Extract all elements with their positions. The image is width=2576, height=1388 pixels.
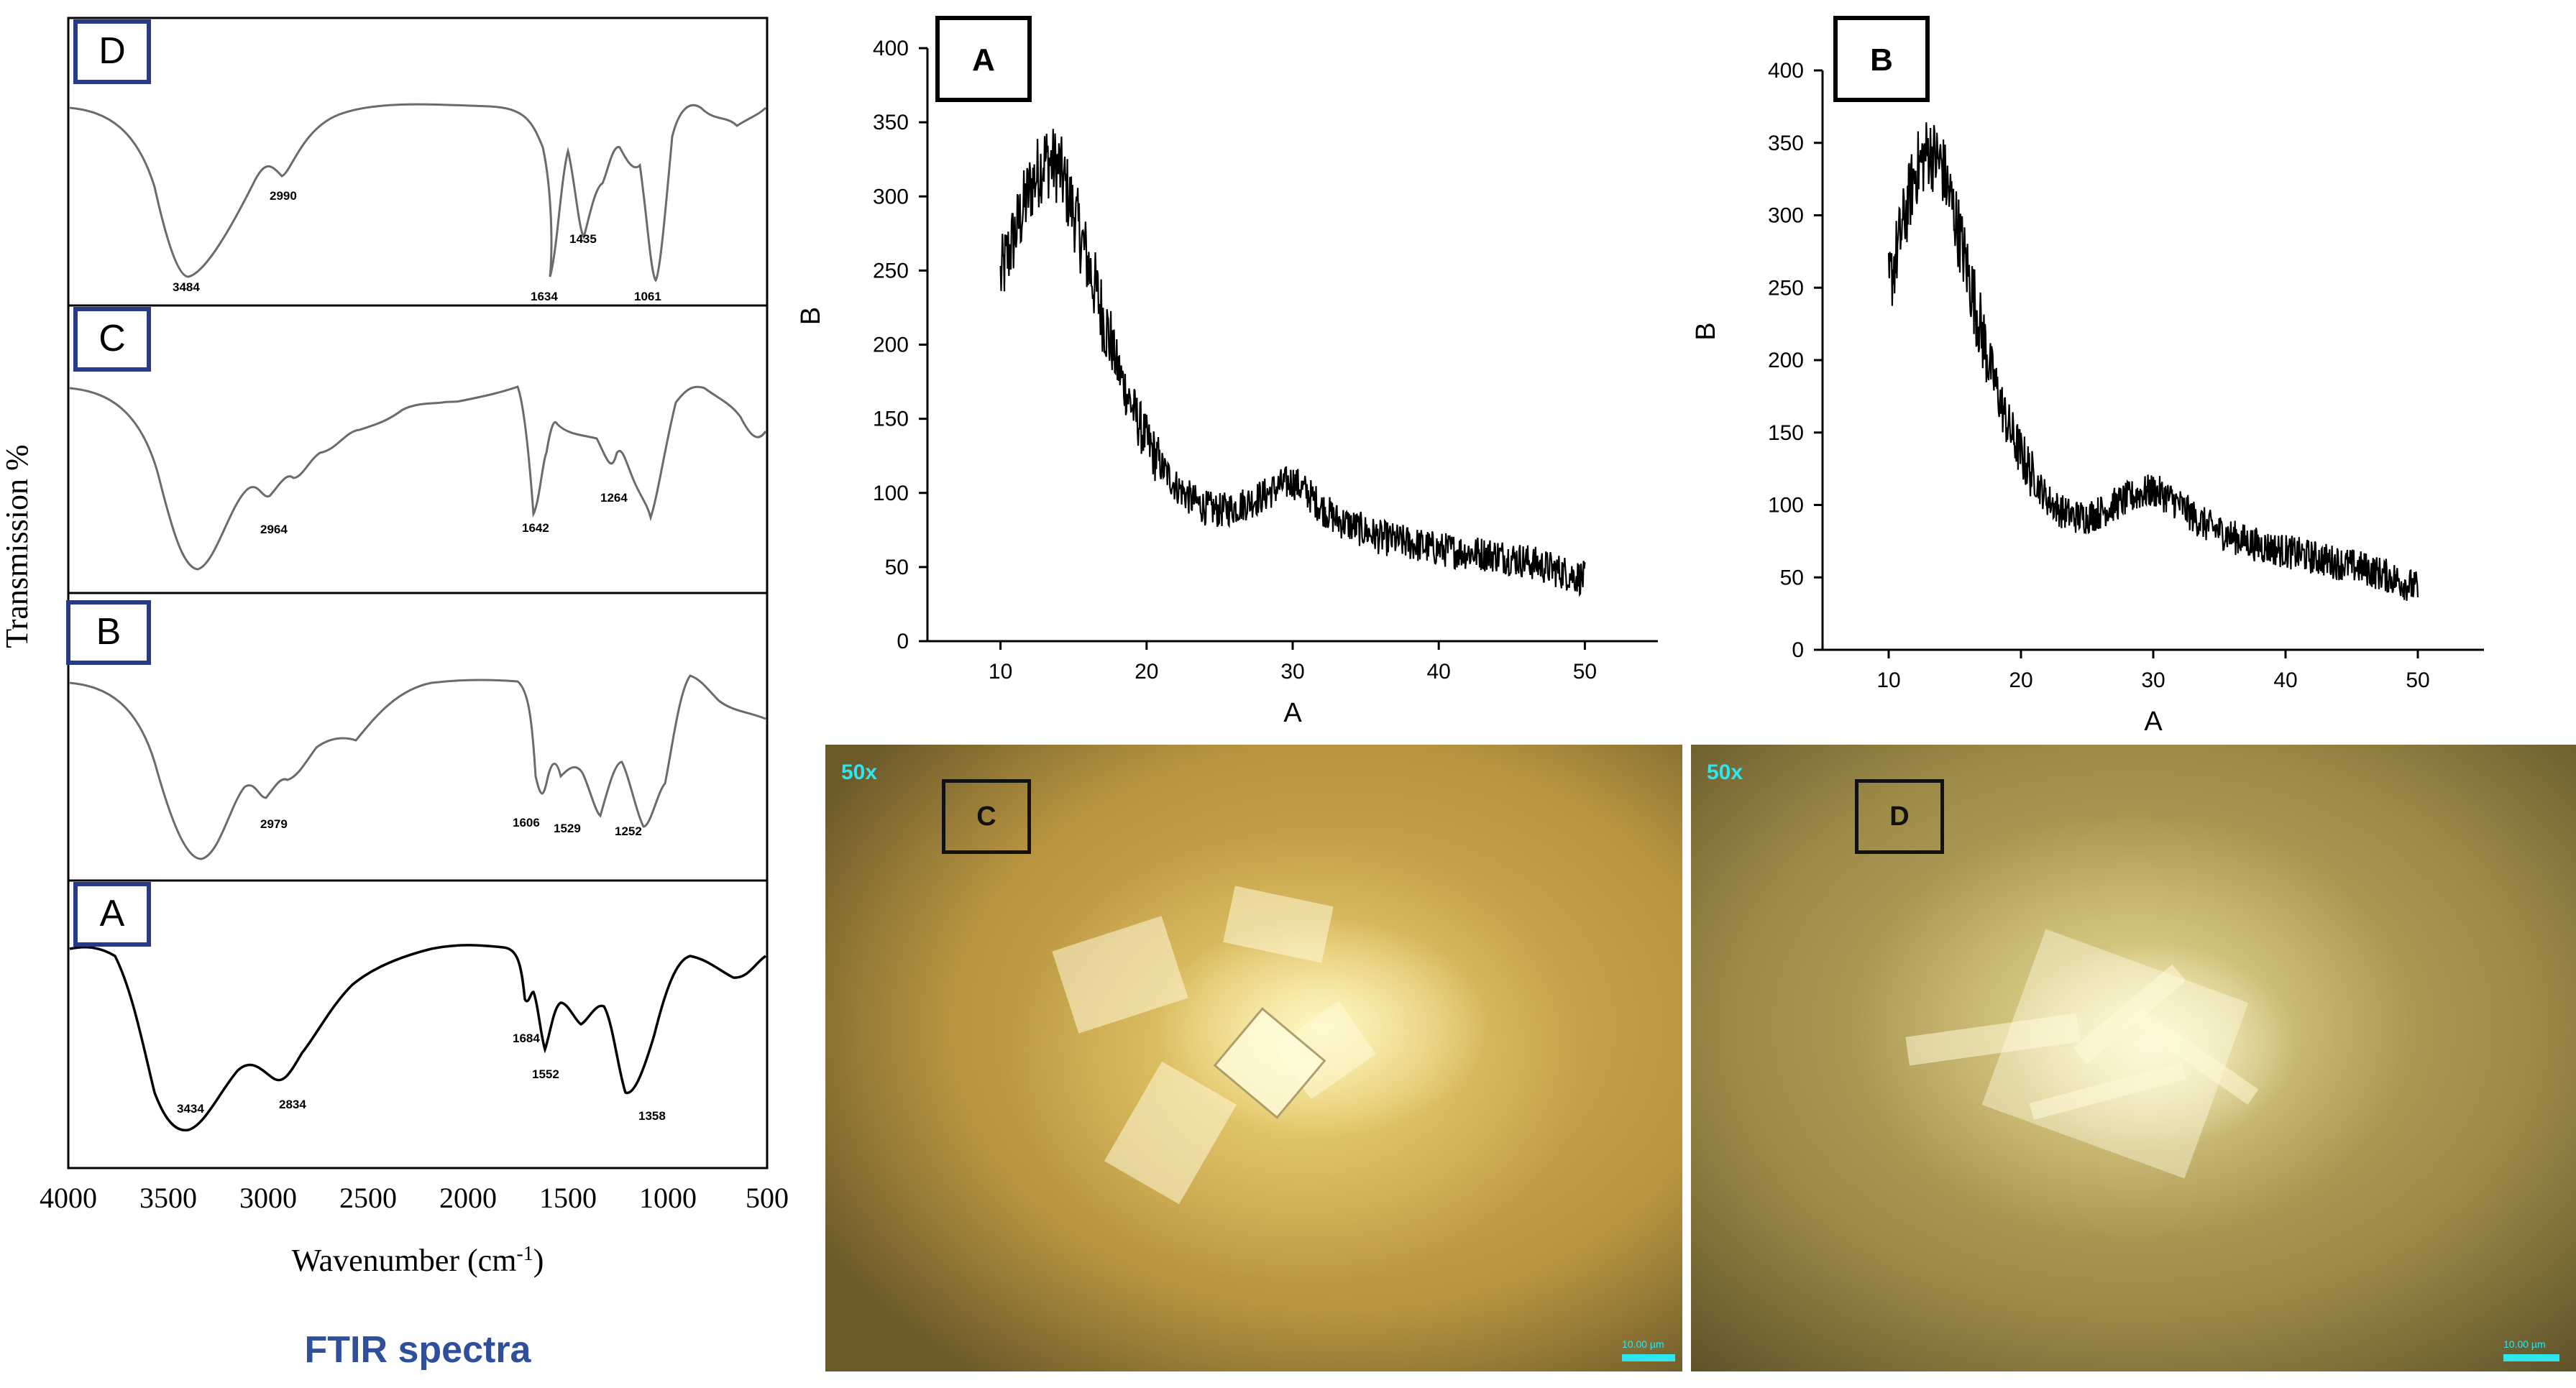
y-tick-label: 100 [1768, 494, 1804, 518]
ftir-ylabel: Transmission % [0, 444, 35, 648]
ftir-spectrum-a [69, 944, 767, 1132]
chart-label-box [935, 16, 1032, 102]
peak-label: 1684 [513, 1031, 540, 1045]
x-axis-label: A [1283, 698, 1302, 728]
ftir-panel-d-frame [67, 17, 769, 307]
ftir-xtick: 2500 [339, 1182, 397, 1214]
ftir-title: FTIR spectra [305, 1329, 532, 1371]
x-tick-label: 10 [1876, 668, 1900, 692]
x-tick-label: 50 [2406, 668, 2429, 692]
scale-bar [2503, 1354, 2559, 1361]
y-tick-label: 300 [873, 185, 909, 208]
xrd-chart-a: 10 20 30 40 50 0 50 100 150 200 250 300 350 400 A B A [796, 16, 1658, 728]
x-tick-label: 30 [2141, 668, 2165, 692]
y-tick-label: 50 [885, 556, 909, 579]
ftir-spectrum-d [69, 103, 767, 282]
micrograph-d: 50x D 10.00 µm [1691, 745, 2576, 1371]
y-axis-label: B [1691, 322, 1721, 340]
ftir-xtick: 500 [746, 1182, 789, 1214]
y-tick-label: 150 [1768, 421, 1804, 445]
magnification-label: 50x [1707, 760, 1743, 784]
chart-panel-label: B [1870, 42, 1893, 78]
ftir-spectrum-b [69, 674, 766, 860]
y-tick-label: 0 [897, 630, 909, 653]
y-tick-label: 250 [873, 259, 909, 282]
peak-label: 1358 [638, 1109, 666, 1123]
scale-text: 10.00 µm [2503, 1338, 2546, 1350]
y-tick-label: 350 [873, 111, 909, 134]
scale-bar [1622, 1354, 1675, 1361]
y-tick-label: 250 [1768, 276, 1804, 300]
photo-label-d: D [1855, 779, 1944, 854]
peak-label: 1606 [513, 816, 540, 829]
ftir-panel-labels: D C B A [66, 19, 151, 947]
panel-label-a: A [100, 893, 125, 934]
peak-label: 3484 [173, 280, 200, 294]
xrd-series-line [999, 129, 1586, 597]
peak-label: 1552 [532, 1067, 559, 1081]
ftir-xtick: 1000 [639, 1182, 697, 1214]
ftir-spectrum-c [69, 385, 767, 571]
ftir-x-axis: 4000 3500 3000 2500 2000 1500 1000 500 [40, 1167, 789, 1214]
y-tick-label: 0 [1792, 638, 1804, 662]
ftir-xtick: 2000 [439, 1182, 497, 1214]
peak-label: 2979 [260, 817, 288, 831]
ftir-peak-labels: 3484 2990 1634 1435 1061 2964 1642 1264 … [173, 189, 666, 1123]
x-tick-label: 30 [1280, 660, 1304, 684]
peak-label: 2834 [279, 1098, 306, 1111]
peak-label: 1435 [569, 232, 597, 246]
micrograph-c: 50x C 10.00 µm [825, 745, 1682, 1371]
y-axis-label: B [796, 307, 826, 325]
y-tick-label: 200 [873, 334, 909, 357]
chart-label-box [1833, 16, 1930, 102]
ftir-xtick: 3000 [239, 1182, 297, 1214]
ftir-panel-c-frame [67, 304, 769, 594]
x-axis-label: A [2144, 707, 2163, 737]
x-tick-label: 20 [1135, 660, 1158, 684]
scale-text: 10.00 µm [1622, 1338, 1664, 1350]
chart-panel-label: A [972, 42, 995, 78]
ftir-xlabel: Wavenumber (cm-1) [292, 1243, 544, 1279]
y-tick-label: 200 [1768, 349, 1804, 372]
y-tick-label: 400 [873, 37, 909, 60]
y-tick-label: 400 [1768, 59, 1804, 83]
x-tick-label: 10 [989, 660, 1012, 684]
x-tick-label: 20 [2009, 668, 2032, 692]
peak-label: 1634 [531, 290, 558, 303]
magnification-label: 50x [841, 760, 878, 784]
xrd-series-line [1887, 122, 2419, 601]
panel-label-b: B [96, 611, 122, 653]
peak-label: 3434 [177, 1102, 204, 1116]
y-tick-label: 100 [873, 482, 909, 505]
x-tick-label: 50 [1573, 660, 1597, 684]
xrd-chart-b: 10 20 30 40 50 0 50 100 150 200 250 300 350 400 A B B [1691, 16, 2484, 737]
peak-label: 1061 [634, 290, 661, 303]
ftir-xtick: 4000 [40, 1182, 97, 1214]
y-tick-label: 350 [1768, 132, 1804, 155]
panel-label-d: D [98, 30, 126, 72]
peak-label: 1252 [615, 824, 642, 838]
x-tick-label: 40 [2273, 668, 2297, 692]
peak-label: 1264 [600, 491, 628, 505]
peak-label: 1529 [554, 822, 581, 835]
y-tick-label: 150 [873, 408, 909, 431]
panel-label-c: C [98, 318, 126, 359]
ftir-xtick: 3500 [139, 1182, 197, 1214]
y-tick-label: 50 [1780, 566, 1804, 589]
ftir-panels [67, 17, 769, 1169]
peak-label: 2964 [260, 523, 288, 536]
peak-label: 2990 [270, 189, 297, 203]
ftir-panel-b-frame [67, 592, 769, 882]
y-tick-label: 300 [1768, 204, 1804, 228]
photo-label-c: C [942, 779, 1031, 854]
ftir-xtick: 1500 [539, 1182, 597, 1214]
x-tick-label: 40 [1427, 660, 1451, 684]
peak-label: 1642 [522, 521, 549, 535]
